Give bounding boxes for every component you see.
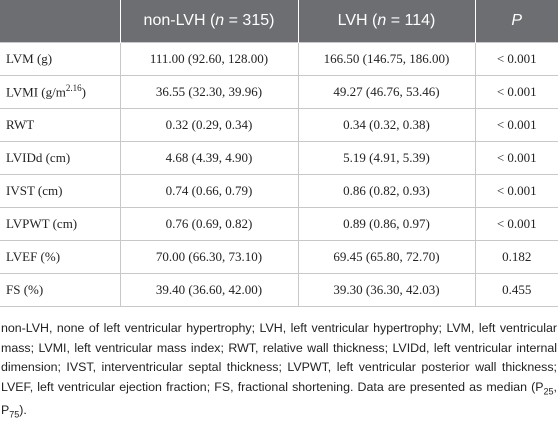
table-cell: < 0.001 (474, 75, 558, 109)
row-label: LVEF (%) (0, 240, 121, 274)
text-part: IVST (cm) (6, 183, 63, 198)
text-part: LVEF (%) (6, 249, 61, 264)
header-cell: P (474, 0, 558, 43)
table-cell: 166.50 (146.75, 186.00) (297, 42, 476, 76)
table-cell: 5.19 (4.91, 5.39) (297, 141, 476, 175)
row-label: LVPWT (cm) (0, 207, 121, 241)
table-cell: 4.68 (4.39, 4.90) (119, 141, 299, 175)
text-part: ). (19, 403, 27, 418)
italic-part: n (377, 12, 387, 29)
table-cell: 0.455 (474, 273, 558, 307)
text-part: LVPWT (cm) (6, 216, 78, 231)
table-row: FS (%) 39.40 (36.60, 42.00) 39.30 (36.30, … (0, 273, 558, 307)
table-row: LVIDd (cm) 4.68 (4.39, 4.90) 5.19 (4.91, 5… (0, 141, 558, 175)
table-row: IVST (cm) 0.74 (0.66, 0.79) 0.86 (0.82, 0.… (0, 174, 558, 208)
row-label: LVM (g) (0, 42, 121, 76)
text-part: , P (1, 379, 557, 418)
table-cell: 49.27 (46.76, 53.46) (297, 75, 476, 109)
superscript: 2.16 (65, 83, 82, 94)
header-cell: non-LVH (n = 315) (119, 0, 298, 43)
data-table: non-LVH (n = 315) LVH (n = 114) P LVM (g) 1… (0, 0, 558, 307)
table-cell: 0.86 (0.82, 0.93) (297, 174, 476, 208)
table-row: LVEF (%) 70.00 (66.30, 73.10) 69.45 (65.80… (0, 240, 558, 274)
table-row: LVPWT (cm) 0.76 (0.69, 0.82) 0.89 (0.86, 0… (0, 207, 558, 241)
text-part: LVM (g) (6, 51, 53, 66)
text-part: = 315) (224, 12, 275, 29)
italic-part: P (511, 12, 523, 29)
table-cell: < 0.001 (474, 207, 558, 241)
text-part: ) (81, 84, 86, 100)
header-cell (0, 0, 120, 43)
table-cell: 0.182 (474, 240, 558, 274)
header-row: non-LVH (n = 315) LVH (n = 114) P (0, 0, 558, 43)
text-part: LVIDd (cm) (6, 150, 71, 165)
table-cell: 0.89 (0.86, 0.97) (297, 207, 476, 241)
table-cell: < 0.001 (474, 174, 558, 208)
row-label: RWT (0, 108, 121, 142)
table-row: LVMI (g/m2.16) 36.55 (32.30, 39.96) 49.27 … (0, 75, 558, 109)
subscript: 75 (9, 409, 20, 420)
table-cell: 0.74 (0.66, 0.79) (119, 174, 299, 208)
row-label: IVST (cm) (0, 174, 121, 208)
text-part: LVH ( (337, 12, 378, 29)
table-cell: < 0.001 (474, 108, 558, 142)
text-part: = 114) (386, 12, 436, 29)
text-part: non-LVH, none of left ventricular hypert… (1, 321, 557, 394)
table-body: LVM (g) 111.00 (92.60, 128.00) 166.50 (146… (0, 42, 558, 307)
italic-part: n (215, 12, 225, 29)
table-cell: 39.40 (36.60, 42.00) (119, 273, 299, 307)
table-cell: 111.00 (92.60, 128.00) (119, 42, 299, 76)
table-cell: 0.34 (0.32, 0.38) (297, 108, 476, 142)
text-part: LVMI (g/m (6, 84, 66, 100)
table-row: RWT 0.32 (0.29, 0.34) 0.34 (0.32, 0.38) < 0… (0, 108, 558, 142)
table-cell: < 0.001 (474, 42, 558, 76)
table-row: LVM (g) 111.00 (92.60, 128.00) 166.50 (146… (0, 42, 558, 76)
table-cell: < 0.001 (474, 141, 558, 175)
header-cell: LVH (n = 114) (297, 0, 475, 43)
text-part: FS (%) (6, 282, 44, 297)
table-cell: 36.55 (32.30, 39.96) (119, 75, 299, 109)
table-cell: 0.32 (0.29, 0.34) (119, 108, 299, 142)
table-cell: 70.00 (66.30, 73.10) (119, 240, 299, 274)
table-cell: 0.76 (0.69, 0.82) (119, 207, 299, 241)
row-label: FS (%) (0, 273, 121, 307)
text-part: RWT (6, 117, 35, 132)
subscript: 25 (543, 385, 554, 396)
table-cell: 69.45 (65.80, 72.70) (297, 240, 476, 274)
row-label: LVIDd (cm) (0, 141, 121, 175)
footnote: non-LVH, none of left ventricular hypert… (0, 319, 558, 425)
table-cell: 39.30 (36.30, 42.03) (297, 273, 476, 307)
row-label: LVMI (g/m2.16) (0, 75, 121, 109)
text-part: non-LVH ( (143, 12, 216, 29)
